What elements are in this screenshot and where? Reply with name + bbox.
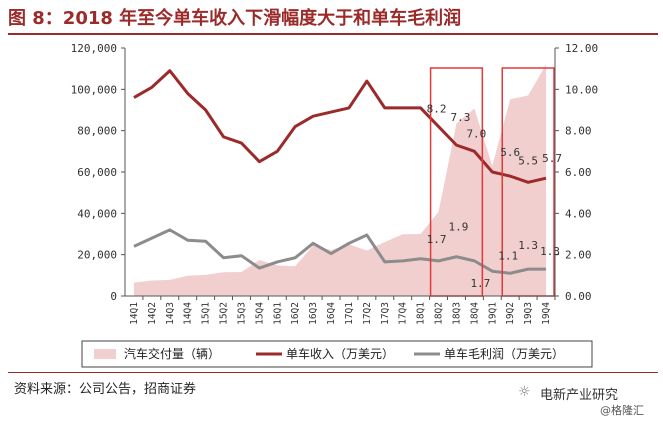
x-tick-label: 14Q2 [147,302,158,325]
legend-label: 单车毛利润（万美元） [444,346,564,361]
watermark-handle: @格隆汇 [600,404,644,417]
area-deliveries [133,64,547,297]
x-tick-label: 19Q2 [505,302,516,325]
x-tick-label: 16Q2 [290,302,301,325]
x-tick-label: 17Q2 [362,302,373,325]
y-right-tick-label: 6.00 [565,166,592,179]
source-divider [8,372,658,373]
page-title: 图 8：2018 年至今单车收入下滑幅度大于和单车毛利润 [8,8,462,29]
y-left-tick-label: 120,000 [71,42,117,55]
x-tick-label: 15Q3 [236,302,247,325]
data-label: 1.9 [449,221,469,234]
y-left-tick-label: 0 [110,290,117,303]
axes: 0 20,000 40,000 60,000 80,000 100,000 120,000 0… [71,42,598,325]
y-left-tick-label: 40,000 [77,207,117,220]
data-label: 5.7 [542,152,562,165]
line-revenue-per-car [133,69,547,184]
title-divider [8,33,658,35]
x-tick-label: 16Q4 [326,302,337,325]
x-tick-label: 15Q1 [201,302,212,325]
data-label: 1.3 [540,245,560,258]
y-left-tick-label: 20,000 [77,249,117,262]
y-right-tick-label: 0.00 [565,290,592,303]
x-tick-label: 14Q4 [183,302,194,325]
y-left-tick-label: 100,000 [71,83,117,96]
x-tick-label: 18Q4 [469,302,480,325]
data-label: 5.6 [500,146,520,159]
data-label: 5.5 [518,154,538,167]
legend-box [81,340,593,368]
line-profit-per-car [133,228,547,275]
x-tick-label: 16Q1 [272,302,283,325]
y-right-tick-label: 2.00 [565,249,592,262]
x-tick-label: 18Q3 [451,302,462,325]
x-tick-label: 16Q3 [308,302,319,325]
x-tick-label: 14Q1 [129,302,140,325]
data-label: 1.3 [518,239,538,252]
x-tick-label: 17Q4 [398,302,409,325]
x-tick-label: 19Q3 [523,302,534,325]
legend: 汽车交付量（辆） 单车收入（万美元） 单车毛利润（万美元） [81,340,593,368]
x-tick-label: 17Q3 [380,302,391,325]
y-right-tick-label: 10.00 [565,83,598,96]
data-label: 1.1 [498,249,518,262]
x-tick-label: 15Q4 [254,302,265,325]
x-tick-label: 18Q2 [434,302,445,325]
x-tick-label: 14Q3 [165,302,176,325]
plot-area [133,64,555,297]
y-right-tick-label: 12.00 [565,42,598,55]
y-left-tick-label: 80,000 [77,125,117,138]
x-tick-label: 18Q1 [416,302,427,325]
legend-label: 单车收入（万美元） [286,346,394,361]
data-label: 7.0 [466,127,486,140]
y-left-tick-label: 60,000 [77,166,117,179]
data-label: 1.7 [470,277,490,290]
x-tick-label: 17Q1 [344,302,355,325]
data-labels: 8.27.37.05.65.5 5.71.71.91.71.11.3 1.3 [427,103,562,290]
data-label: 1.7 [427,233,447,246]
y-right-tick-label: 8.00 [565,125,592,138]
data-label: 8.2 [427,103,447,116]
x-tick-label: 15Q2 [219,302,230,325]
legend-swatch-deliveries [94,349,116,359]
watermark-name: 电新产业研究 [540,388,619,403]
legend-label: 汽车交付量（辆） [124,346,220,361]
y-right-tick-label: 4.00 [565,207,592,220]
wechat-icon: ☼ [518,384,531,400]
x-tick-label: 19Q1 [487,302,498,325]
x-tick-label: 19Q4 [541,302,552,325]
data-label: 7.3 [451,111,471,124]
source-note: 资料来源：公司公告，招商证券 [14,382,197,397]
